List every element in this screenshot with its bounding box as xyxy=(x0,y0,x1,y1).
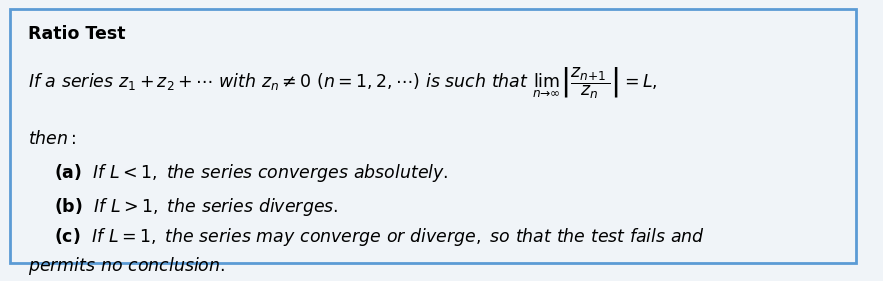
Text: $\mathbf{(a)}$  $\mathit{If\ L < 1,\ the\ series\ converges\ absolutely.}$: $\mathbf{(a)}$ $\mathit{If\ L < 1,\ the\… xyxy=(54,162,449,183)
Text: $\mathbf{(c)}$  $\mathit{If\ L = 1,\ the\ series\ may\ converge\ or\ diverge,\ s: $\mathbf{(c)}$ $\mathit{If\ L = 1,\ the\… xyxy=(54,226,705,248)
Text: $\mathit{If\ a\ series}\ z_1 + z_2 + \cdots\ \mathit{with}\ z_n \neq 0\ (n = 1, : $\mathit{If\ a\ series}\ z_1 + z_2 + \cd… xyxy=(27,65,657,101)
Text: Ratio Test: Ratio Test xyxy=(27,25,125,44)
Text: $\mathit{then:}$: $\mathit{then:}$ xyxy=(27,130,76,148)
Text: $\mathit{permits\ no\ conclusion.}$: $\mathit{permits\ no\ conclusion.}$ xyxy=(27,255,225,277)
Text: $\mathbf{(b)}$  $\mathit{If\ L > 1,\ the\ series\ diverges.}$: $\mathbf{(b)}$ $\mathit{If\ L > 1,\ the\… xyxy=(54,196,338,218)
FancyBboxPatch shape xyxy=(10,9,857,263)
